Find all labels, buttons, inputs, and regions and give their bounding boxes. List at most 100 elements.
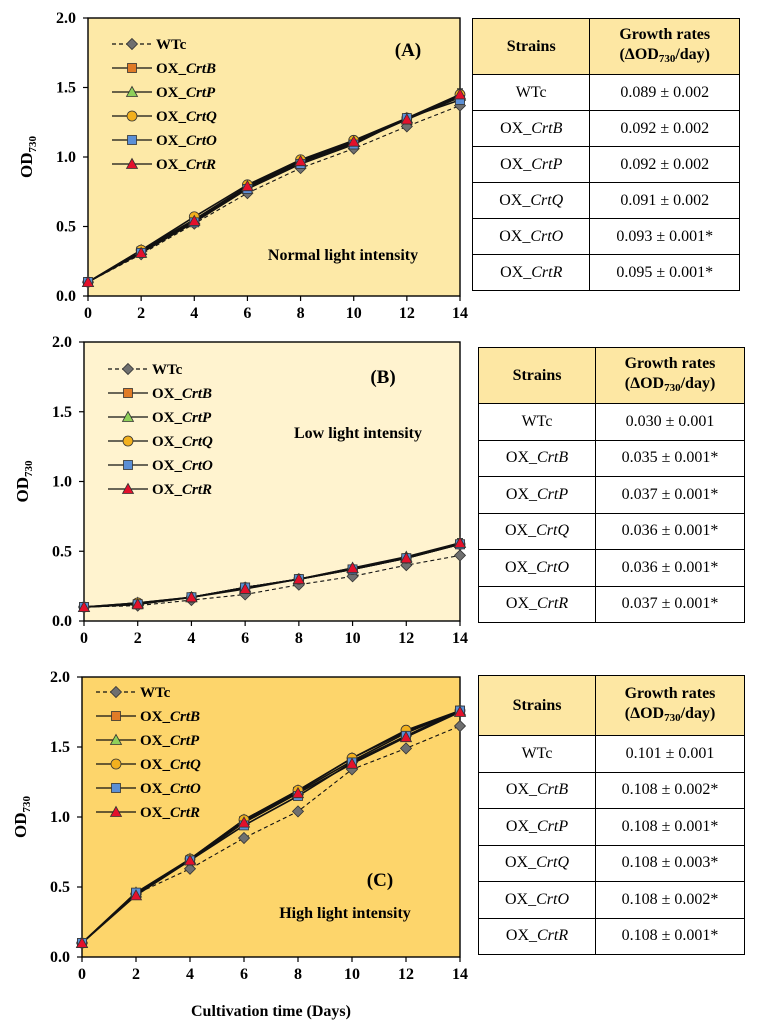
panel-tag: (A): [395, 40, 421, 61]
x-tick-label: 14: [452, 630, 468, 647]
legend-marker: [109, 685, 123, 699]
legend-marker: [125, 85, 139, 97]
x-tick-label: 2: [137, 305, 145, 322]
x-tick-label: 10: [344, 966, 360, 983]
legend-label: OX_CrtB: [152, 386, 212, 402]
y-tick-label: 1.0: [50, 809, 70, 826]
data-point-OX_CrtR: [345, 757, 359, 769]
strains-header: Strains: [471, 18, 591, 75]
growth-rate-cell: 0.036 ± 0.001*: [595, 512, 745, 550]
table-row: OX_CrtR 0.095 ± 0.001*: [471, 254, 740, 291]
table-row: OX_CrtB 0.108 ± 0.002*: [477, 771, 745, 809]
data-point-OX_CrtR: [185, 590, 198, 603]
x-tick-label: 6: [243, 305, 251, 322]
growth-rate-cell: 0.108 ± 0.003*: [595, 844, 745, 882]
panel-tag: (B): [370, 367, 395, 388]
data-point-OX_CrtR: [400, 113, 414, 125]
y-tick-label: 0.0: [50, 949, 70, 966]
legend-label: OX_CrtP: [140, 733, 200, 749]
legend-marker: [126, 110, 138, 122]
series-line-OX_CrtO: [81, 709, 461, 944]
table-row: OX_CrtO 0.036 ± 0.001*: [477, 549, 745, 587]
data-point-OX_CrtR: [134, 246, 148, 258]
growth-rate-cell: 0.091 ± 0.002: [589, 182, 740, 219]
table-row: WTc 0.089 ± 0.002: [471, 74, 740, 111]
table-header-row: Strains Growth rates (ΔOD730/day): [477, 347, 745, 404]
growth-rate-cell: 0.108 ± 0.002*: [595, 771, 745, 809]
y-tick-label: 0.0: [52, 613, 72, 630]
y-tick-label: 1.0: [56, 149, 76, 166]
growth-rate-cell: 0.036 ± 0.001*: [595, 549, 745, 587]
legend-label: OX_CrtQ: [156, 109, 217, 125]
y-tick-label: 2.0: [50, 669, 70, 686]
data-point-WTc: [183, 862, 197, 875]
legend-label: WTc: [140, 685, 171, 701]
series-line-WTc: [81, 725, 461, 944]
strain-cell: OX_CrtR: [477, 585, 597, 623]
x-tick-label: 4: [187, 630, 195, 647]
table-row: OX_CrtR 0.037 ± 0.001*: [477, 585, 745, 623]
table-row: OX_CrtB 0.092 ± 0.002: [471, 110, 740, 147]
x-tick-label: 12: [398, 630, 414, 647]
legend-label: OX_CrtQ: [140, 757, 201, 773]
y-axis-label: OD730: [13, 460, 35, 503]
legend-label: OX_CrtO: [140, 781, 201, 797]
growth-rate-cell: 0.108 ± 0.001*: [595, 917, 745, 955]
x-tick-label: 2: [132, 966, 140, 983]
data-point-OX_CrtR: [238, 582, 252, 594]
legend-marker: [122, 435, 134, 447]
legend-label: OX_CrtQ: [152, 434, 213, 450]
table-row: WTc 0.030 ± 0.001: [477, 403, 745, 441]
y-tick-label: 0.5: [56, 219, 76, 236]
legend-label: OX_CrtP: [152, 410, 212, 426]
table-row: OX_CrtP 0.092 ± 0.002: [471, 146, 740, 183]
legend-label: WTc: [152, 362, 183, 378]
plot-area: [81, 676, 461, 958]
table-header-row: Strains Growth rates (ΔOD730/day): [477, 675, 745, 736]
growth-rate-cell: 0.030 ± 0.001: [595, 403, 745, 441]
data-point-OX_CrtR: [129, 889, 143, 901]
x-tick-label: 8: [295, 630, 303, 647]
y-tick-label: 0.5: [50, 879, 70, 896]
chart-panel-low: 0.0 0.5 1.0 1.5 2.0 0 2 4 6 8 10 12 14 OD730 WTc OX_Crt…: [13, 334, 468, 647]
strain-cell: OX_CrtO: [471, 218, 591, 255]
legend-label: OX_CrtO: [156, 133, 217, 149]
series-line-OX_CrtR: [81, 711, 461, 944]
table-row: WTc 0.101 ± 0.001: [477, 735, 745, 773]
data-point-OX_CrtR: [453, 88, 467, 100]
x-tick-label: 10: [345, 630, 361, 647]
data-point-OX_CrtR: [453, 536, 467, 548]
data-point-WTc: [399, 742, 413, 755]
growth-rate-cell: 0.089 ± 0.002: [589, 74, 740, 111]
growth-rate-table-low: Strains Growth rates (ΔOD730/day) WTc 0.030 …: [477, 347, 745, 623]
data-point-WTc: [237, 831, 251, 845]
legend-marker: [109, 805, 123, 817]
y-axis-label: OD730: [11, 796, 33, 839]
legend-marker: [121, 410, 135, 422]
y-tick-label: 0.5: [52, 543, 72, 560]
strain-cell: OX_CrtR: [471, 254, 591, 291]
growth-rate-header: Growth rates (ΔOD730/day): [595, 347, 745, 404]
data-point-OX_CrtR: [241, 179, 254, 192]
growth-rate-header: Growth rates (ΔOD730/day): [589, 18, 740, 75]
x-tick-label: 4: [186, 966, 194, 983]
strain-cell: OX_CrtB: [477, 439, 597, 477]
legend-marker: [110, 758, 122, 770]
legend-label: OX_CrtP: [156, 85, 216, 101]
series-line-WTc: [87, 105, 461, 283]
legend-marker: [109, 733, 123, 745]
table-row: OX_CrtR 0.108 ± 0.001*: [477, 917, 745, 955]
plot-area: [83, 341, 461, 622]
x-tick-label: 0: [84, 305, 92, 322]
growth-rate-table-high: Strains Growth rates (ΔOD730/day) WTc 0.101 …: [477, 675, 745, 955]
x-tick-label: 12: [398, 966, 414, 983]
table-row: OX_CrtP 0.108 ± 0.001*: [477, 808, 745, 846]
panel-tag: (C): [367, 870, 393, 891]
series-line-OX_CrtR: [87, 93, 461, 283]
legend-marker: [111, 783, 121, 793]
data-point-OX_CrtR: [131, 597, 144, 610]
strain-cell: OX_CrtQ: [471, 182, 591, 219]
y-tick-label: 1.5: [52, 404, 72, 421]
data-point-WTc: [291, 805, 305, 818]
